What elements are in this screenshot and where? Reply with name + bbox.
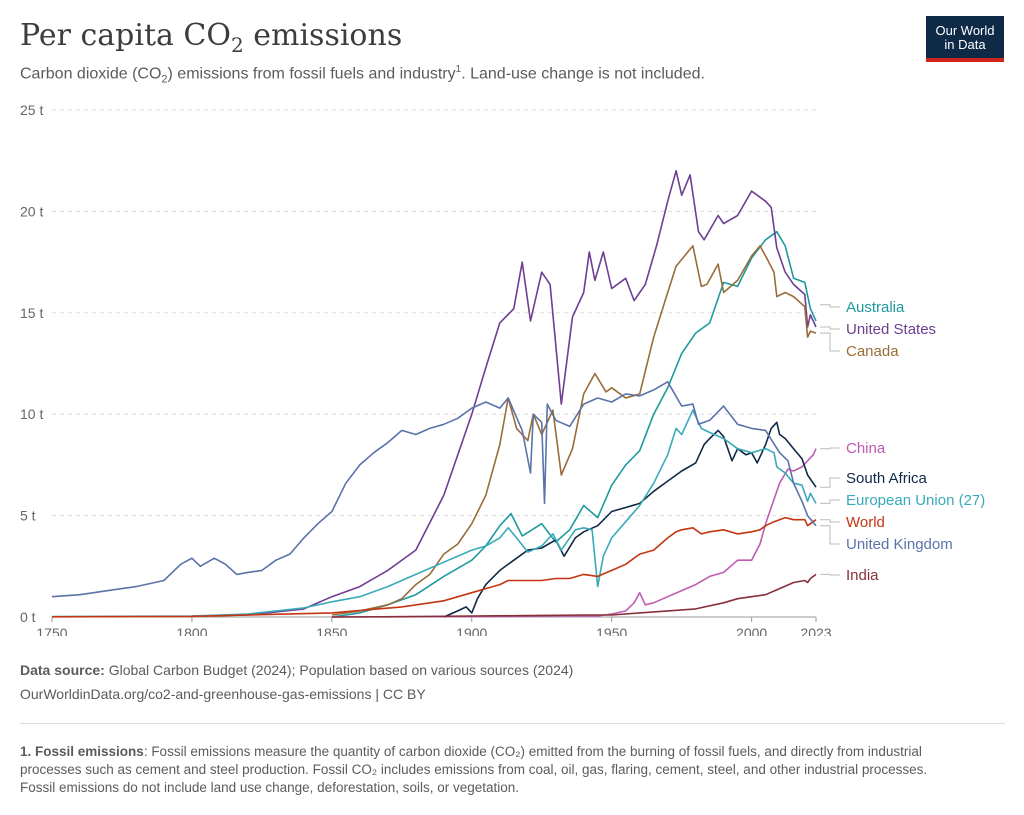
label-connector: [820, 332, 840, 352]
y-tick-label: 10 t: [20, 406, 43, 422]
data-source: Data source: Global Carbon Budget (2024)…: [20, 662, 574, 678]
y-tick-label: 0 t: [20, 609, 36, 625]
x-tick-label: 1850: [316, 625, 347, 636]
x-tick-label: 1750: [36, 625, 67, 636]
label-connector: [820, 326, 840, 330]
x-tick-label: 1800: [176, 625, 207, 636]
label-connector: [820, 499, 840, 504]
source-link[interactable]: OurWorldinData.org/co2-and-greenhouse-ga…: [20, 686, 426, 702]
label-connector: [820, 519, 840, 523]
chart-subtitle: Carbon dioxide (CO2) emissions from foss…: [20, 64, 705, 86]
chart-title: Per capita CO2 emissions: [20, 18, 403, 57]
footnote: 1. Fossil emissions: Fossil emissions me…: [20, 744, 928, 795]
owid-logo[interactable]: Our World in Data: [926, 16, 1004, 62]
series-line-australia: [331, 230, 817, 618]
series-label-china: China: [846, 440, 886, 457]
series-line-canada: [331, 245, 817, 616]
x-tick-label: 2023: [800, 625, 831, 636]
y-tick-label: 15 t: [20, 305, 43, 321]
series-label-australia: Australia: [846, 299, 905, 316]
label-connector: [820, 525, 840, 545]
x-tick-label: 1900: [456, 625, 487, 636]
series-label-united-kingdom: United Kingdom: [846, 536, 953, 553]
line-chart: 0 t 5 t 10 t 15 t 20 t 25 t 1750 1800 1850 1900 19…: [20, 102, 985, 636]
series-line-china: [331, 448, 817, 618]
series-label-united-states: United States: [846, 321, 936, 338]
series-label-canada: Canada: [846, 343, 899, 360]
series-line-european-union-27: [51, 409, 817, 618]
series-line-india: [331, 573, 817, 618]
y-tick-label: 5 t: [20, 508, 36, 524]
series-label-world: World: [846, 514, 885, 531]
y-tick-label: 20 t: [20, 203, 43, 219]
x-tick-label: 1950: [596, 625, 627, 636]
series-label-european-union-27: European Union (27): [846, 492, 985, 509]
series-line-south-africa: [443, 421, 817, 618]
x-tick-label: 2000: [736, 625, 767, 636]
series-label-south-africa: South Africa: [846, 470, 928, 487]
series-line-world: [51, 516, 817, 618]
label-connector: [820, 573, 840, 576]
label-connector: [820, 477, 840, 488]
label-connector: [820, 447, 840, 450]
y-tick-label: 25 t: [20, 102, 43, 118]
series-line-united-kingdom: [51, 381, 817, 598]
label-connector: [820, 304, 840, 308]
series-line-united-states: [191, 170, 817, 617]
divider: [20, 723, 1005, 724]
series-label-india: India: [846, 567, 879, 584]
